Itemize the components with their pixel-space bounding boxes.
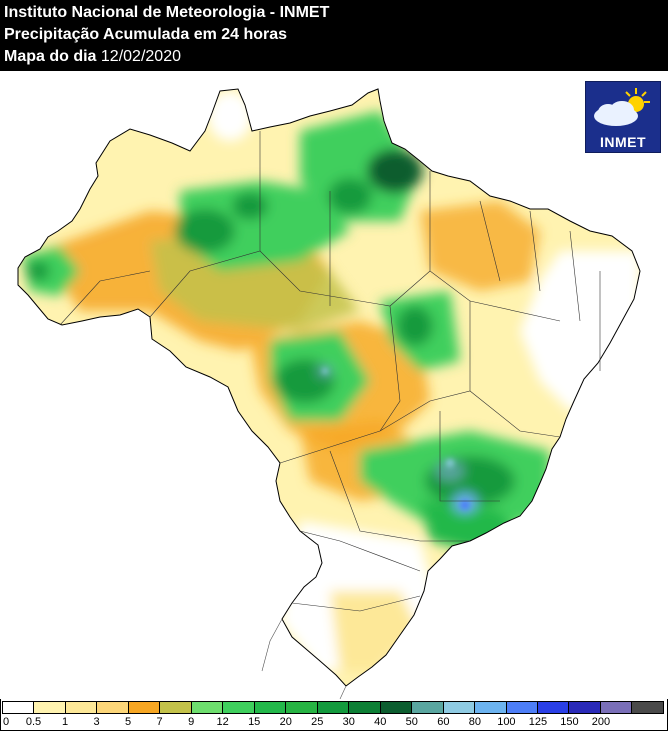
legend-swatch bbox=[65, 702, 98, 713]
legend-tick-label: 125 bbox=[528, 716, 548, 728]
legend-tick-label: 0 bbox=[2, 716, 10, 728]
legend-swatch bbox=[223, 702, 255, 713]
legend-swatch bbox=[254, 702, 287, 713]
legend-swatch bbox=[412, 702, 444, 713]
precipitation-legend: 0 0.5 1 3 5 7 9 12 15 20 25 30 40 50 60 80 100 125 150 200 bbox=[2, 701, 664, 729]
legend-tick-label: 3 bbox=[93, 716, 100, 728]
legend-swatch bbox=[537, 702, 570, 713]
neighbor-borders bbox=[261, 618, 347, 699]
legend-swatch bbox=[600, 702, 633, 713]
legend-tick-label: 1 bbox=[61, 716, 69, 728]
legend-swatch bbox=[128, 702, 161, 713]
legend-swatch bbox=[191, 702, 224, 713]
sun-cloud-icon bbox=[594, 88, 650, 126]
legend-swatch bbox=[443, 702, 476, 713]
legend-swatch bbox=[317, 702, 350, 713]
legend-color-bar bbox=[2, 701, 664, 714]
legend-tick-label: 30 bbox=[342, 716, 355, 728]
legend-tick-label: 60 bbox=[437, 716, 450, 728]
legend-tick-label: 5 bbox=[125, 716, 132, 728]
legend-swatch bbox=[286, 702, 318, 713]
legend-swatch bbox=[34, 702, 66, 713]
legend-swatch bbox=[160, 702, 192, 713]
state-borders bbox=[59, 131, 601, 612]
precipitation-map bbox=[0, 71, 668, 699]
legend-tick-label: 9 bbox=[188, 716, 195, 728]
legend-swatch bbox=[506, 702, 538, 713]
map-date-line: Mapa do dia 12/02/2020 bbox=[4, 47, 181, 67]
legend-swatch bbox=[3, 702, 35, 713]
brazil-precipitation-svg bbox=[17, 88, 641, 699]
header-bar: Instituto Nacional de Meteorologia - INM… bbox=[0, 0, 668, 71]
legend-tick-label: 25 bbox=[311, 716, 324, 728]
map-subtitle: Precipitação Acumulada em 24 horas bbox=[4, 26, 288, 43]
legend-swatch bbox=[97, 702, 129, 713]
legend-swatch bbox=[569, 702, 601, 713]
legend-swatch bbox=[632, 702, 663, 713]
legend-tick-label: 15 bbox=[248, 716, 261, 728]
precipitation-field bbox=[18, 89, 640, 686]
inmet-logo: INMET bbox=[585, 81, 661, 153]
legend-tick-label: 20 bbox=[279, 716, 292, 728]
legend-tick-label: 150 bbox=[560, 716, 579, 728]
legend-tick-label: 40 bbox=[374, 716, 387, 728]
legend-tick-label: 50 bbox=[405, 716, 418, 728]
legend-tick-label: 100 bbox=[497, 716, 516, 728]
legend-tick-label: 7 bbox=[156, 716, 163, 728]
legend-tick-label: 0.5 bbox=[25, 716, 42, 728]
legend-swatch bbox=[380, 702, 413, 713]
legend-tick-label: 12 bbox=[216, 716, 229, 728]
logo-text: INMET bbox=[599, 134, 647, 150]
legend-ticks: 0 0.5 1 3 5 7 9 12 15 20 25 30 40 50 60 80 100 125 150 200 bbox=[2, 716, 664, 730]
legend-tick-label: 80 bbox=[468, 716, 481, 728]
institution-title: Instituto Nacional de Meteorologia - INM… bbox=[4, 4, 330, 21]
legend-swatch bbox=[349, 702, 381, 713]
map-date: 12/02/2020 bbox=[100, 48, 181, 65]
map-date-label: Mapa do dia bbox=[4, 48, 97, 65]
legend-tick-label: 200 bbox=[591, 716, 611, 728]
legend-swatch bbox=[475, 702, 507, 713]
